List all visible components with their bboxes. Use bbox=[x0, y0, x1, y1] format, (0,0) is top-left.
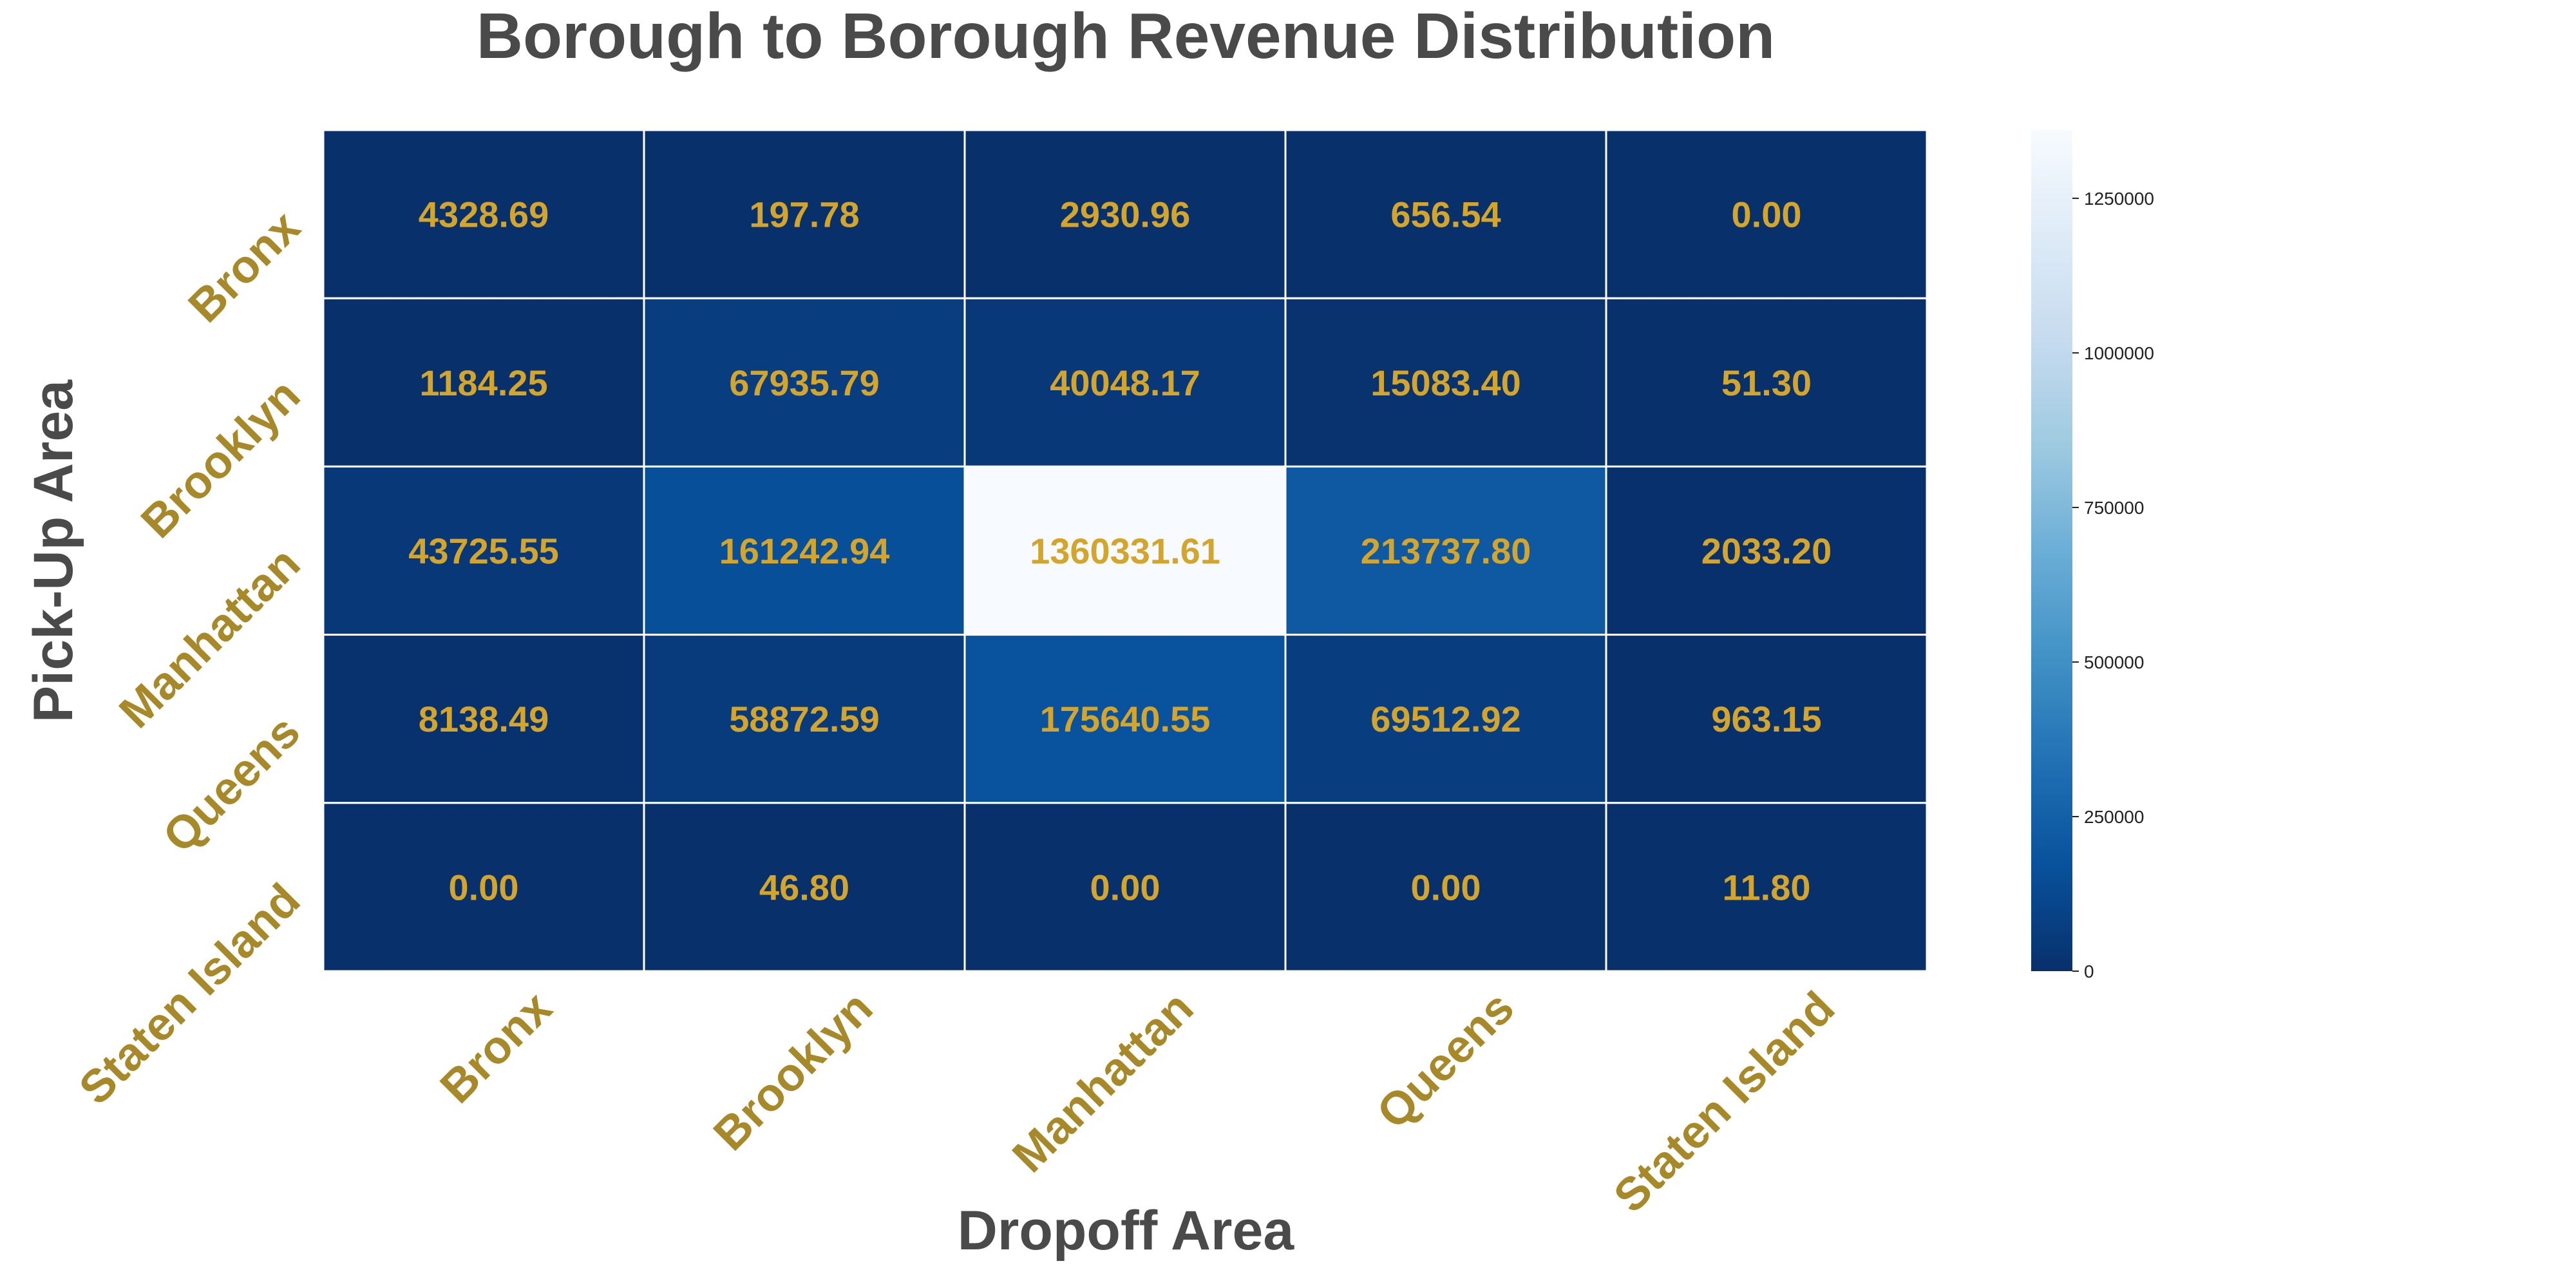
colorbar-gradient bbox=[2031, 130, 2072, 971]
colorbar-tick-label: 0 bbox=[2084, 961, 2094, 981]
heatmap-cell bbox=[643, 802, 966, 972]
x-tick-label: Manhattan bbox=[1003, 982, 1203, 1182]
cell-value-label: 963.15 bbox=[1711, 699, 1821, 739]
x-tick-labels: Bronx Brooklyn Manhattan Queens Staten Islan… bbox=[431, 982, 1845, 1222]
cell-value-label: 0.00 bbox=[1732, 194, 1802, 235]
heatmap-cell bbox=[963, 802, 1287, 972]
cell-value-label: 46.80 bbox=[759, 867, 849, 907]
cell-value-label: 67935.79 bbox=[729, 363, 880, 403]
heatmap-cell bbox=[1605, 465, 1928, 636]
heatmap-cell bbox=[1284, 634, 1607, 804]
heatmap-cell bbox=[1605, 802, 1928, 972]
x-tick-label: Staten Island bbox=[1604, 982, 1844, 1222]
cell-value-label: 1360331.61 bbox=[1030, 531, 1220, 571]
x-tick-label: Bronx bbox=[431, 982, 562, 1113]
heatmap-cell bbox=[643, 634, 966, 804]
x-tick-label: Brooklyn bbox=[704, 982, 882, 1160]
heatmap-cell bbox=[1284, 465, 1607, 636]
cell-value-label: 40048.17 bbox=[1050, 363, 1200, 403]
heatmap-cell bbox=[1605, 129, 1928, 299]
y-tick-label: Brooklyn bbox=[131, 370, 310, 548]
colorbar-tick-label: 1000000 bbox=[2084, 343, 2154, 363]
cell-value-label: 213737.80 bbox=[1361, 531, 1531, 571]
cell-value-label: 175640.55 bbox=[1040, 699, 1211, 739]
heatmap-cell bbox=[322, 634, 645, 804]
heatmap-cell bbox=[963, 634, 1287, 804]
cell-value-label: 51.30 bbox=[1721, 363, 1812, 403]
heatmap-cell bbox=[643, 465, 966, 636]
heatmap-cell bbox=[322, 297, 645, 468]
colorbar-tick-label: 500000 bbox=[2084, 652, 2144, 672]
x-axis-label: Dropoff Area bbox=[958, 1200, 1295, 1262]
cell-value-label: 69512.92 bbox=[1370, 699, 1521, 739]
colorbar-ticks: 0 250000 500000 750000 1000000 1250000 bbox=[2072, 189, 2154, 981]
heatmap-cell bbox=[322, 129, 645, 299]
cell-value-label: 161242.94 bbox=[719, 531, 890, 571]
cell-value-label: 2033.20 bbox=[1701, 531, 1832, 571]
y-tick-label: Bronx bbox=[179, 201, 310, 332]
cell-value-label: 197.78 bbox=[749, 194, 859, 235]
chart-title: Borough to Borough Revenue Distribution bbox=[477, 0, 1776, 72]
heatmap-cell bbox=[322, 802, 645, 972]
cell-value-label: 4328.69 bbox=[419, 194, 549, 235]
colorbar-tick-label: 250000 bbox=[2084, 807, 2144, 827]
y-tick-label: Queens bbox=[153, 706, 310, 862]
heatmap-cell bbox=[1605, 634, 1928, 804]
y-tick-label: Manhattan bbox=[109, 538, 310, 738]
colorbar: 0 250000 500000 750000 1000000 1250000 bbox=[2031, 130, 2154, 981]
colorbar-tick-label: 1250000 bbox=[2084, 189, 2154, 209]
colorbar-tick-label: 750000 bbox=[2084, 498, 2144, 518]
heatmap-cell bbox=[963, 129, 1287, 299]
heatmap-cell bbox=[1605, 297, 1928, 468]
cell-value-label: 58872.59 bbox=[729, 699, 880, 739]
cell-value-label: 0.00 bbox=[449, 867, 519, 907]
heatmap-cell bbox=[963, 297, 1287, 468]
cell-value-label: 11.80 bbox=[1722, 867, 1810, 907]
y-axis-label: Pick-Up Area bbox=[23, 379, 84, 723]
x-tick-label: Queens bbox=[1367, 982, 1524, 1139]
heatmap-cell bbox=[643, 129, 966, 299]
cell-value-label: 43725.55 bbox=[408, 531, 559, 571]
cell-value-label: 656.54 bbox=[1390, 194, 1501, 235]
y-tick-label: Staten Island bbox=[70, 874, 310, 1114]
cell-value-label: 1184.25 bbox=[419, 363, 547, 403]
cell-value-label: 0.00 bbox=[1090, 867, 1160, 907]
heatmap-cell bbox=[1284, 129, 1607, 299]
cell-value-label: 2930.96 bbox=[1060, 194, 1190, 235]
cell-value-label: 0.00 bbox=[1411, 867, 1481, 907]
heatmap-cells: 4328.69 197.78 2930.96 656.54 0.00 1184.25 679… bbox=[322, 129, 1928, 972]
heatmap-cell bbox=[963, 465, 1287, 636]
cell-value-label: 8138.49 bbox=[419, 699, 549, 739]
cell-value-label: 15083.40 bbox=[1370, 363, 1521, 403]
